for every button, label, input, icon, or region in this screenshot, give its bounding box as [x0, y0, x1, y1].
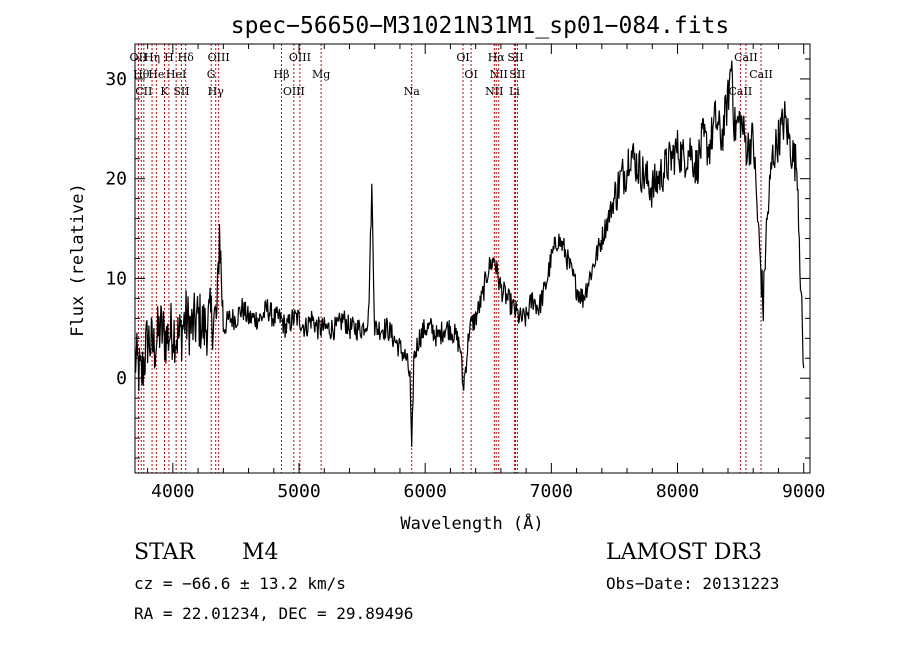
emission-marker-label: CaII: [734, 51, 758, 64]
coordinates: RA = 22.01234, DEC = 29.89496: [134, 604, 414, 623]
object-subclass: M4: [242, 540, 279, 565]
emission-marker-label: H: [164, 51, 174, 64]
y-axis: 0 10 20 30: [105, 58, 810, 459]
x-tick-label: 7000: [530, 481, 573, 502]
plot-frame: [134, 43, 811, 474]
emission-marker-label: CaII: [729, 85, 753, 98]
emission-marker-label: OIII: [289, 51, 311, 64]
observation-date: Obs−Date: 20131223: [606, 574, 780, 593]
emission-marker-label: CII: [135, 85, 152, 98]
spectrum-line: [134, 60, 805, 447]
emission-marker-label: SII: [173, 85, 189, 98]
emission-marker-label: HeI: [166, 68, 186, 81]
survey-name: LAMOST DR3: [606, 540, 762, 565]
emission-marker-label: G: [207, 68, 216, 81]
emission-marker-label: K: [160, 85, 169, 98]
emission-line-markers: [137, 44, 762, 473]
emission-line-labels: OIIHθCIIHηHeKHHeISIIHδGHγOIIIHβOIIIOIIIM…: [130, 51, 773, 98]
emission-marker-label: CaII: [749, 68, 773, 81]
x-tick-label: 4000: [151, 481, 194, 502]
y-axis-label: Flux (relative): [68, 183, 88, 337]
emission-marker-label: NII: [485, 85, 503, 98]
y-tick-label: 10: [105, 268, 127, 289]
emission-marker-label: Hβ: [274, 68, 290, 81]
object-class: STAR: [134, 540, 195, 565]
x-tick-label: 9000: [782, 481, 825, 502]
emission-marker-label: Na: [404, 85, 421, 98]
emission-marker-label: Hα: [488, 51, 506, 64]
emission-marker-label: NII: [490, 68, 508, 81]
x-axis: 4000 5000 6000 7000 8000 9000: [147, 44, 825, 502]
emission-marker-label: OII: [130, 51, 148, 64]
chart-title: spec−56650−M31021N31M1_sp01−084.fits: [231, 13, 730, 39]
emission-marker-label: SII: [509, 68, 525, 81]
emission-marker-label: Hη: [144, 51, 160, 64]
y-tick-label: 20: [105, 169, 127, 190]
emission-marker-label: SII: [507, 51, 523, 64]
redshift-cz: cz = −66.6 ± 13.2 km/s: [134, 574, 346, 593]
emission-marker-label: Hδ: [178, 51, 195, 64]
x-axis-label: Wavelength (Å): [400, 512, 543, 534]
emission-marker-label: He: [148, 68, 164, 81]
x-tick-label: 5000: [277, 481, 320, 502]
y-tick-label: 30: [105, 69, 127, 90]
emission-marker-label: Mg: [312, 68, 330, 81]
emission-marker-label: OI: [456, 51, 469, 64]
emission-marker-label: Li: [509, 85, 520, 98]
emission-marker-label: Hθ: [133, 68, 150, 81]
emission-marker-label: Hγ: [208, 85, 225, 98]
y-tick-label: 0: [116, 368, 127, 389]
emission-marker-label: OIII: [208, 51, 230, 64]
x-tick-label: 6000: [404, 481, 447, 502]
x-tick-label: 8000: [656, 481, 699, 502]
emission-marker-label: OI: [464, 68, 477, 81]
emission-marker-label: OIII: [283, 85, 305, 98]
